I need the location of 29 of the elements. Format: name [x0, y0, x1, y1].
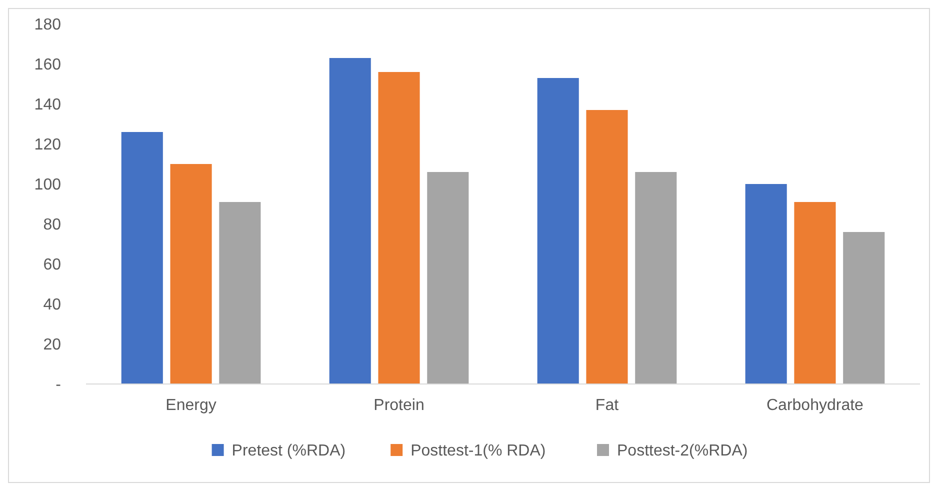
bar: [378, 72, 420, 384]
x-tick-label: Carbohydrate: [766, 397, 864, 414]
legend-label: Posttest-2(%RDA): [617, 442, 748, 460]
x-tick-label: Protein: [374, 397, 424, 414]
bar: [219, 202, 261, 384]
y-tick-label: 160: [34, 56, 62, 74]
y-tick-label: 60: [43, 256, 62, 274]
bar: [745, 184, 787, 384]
y-tick-label: 140: [34, 96, 62, 114]
legend-label: Posttest-1(% RDA): [410, 442, 546, 460]
x-tick-label: Fat: [595, 397, 620, 414]
bar: [121, 132, 163, 384]
y-tick-label: 120: [34, 136, 62, 154]
bar: [843, 232, 885, 384]
bar: [329, 58, 371, 384]
bar: [537, 78, 579, 384]
y-tick-label: 80: [43, 216, 62, 234]
bar: [586, 110, 628, 384]
y-tick-label: 100: [34, 176, 62, 194]
y-tick-label: 40: [43, 296, 62, 314]
bar: [427, 172, 469, 384]
y-tick-label: 180: [34, 16, 62, 34]
legend-label: Pretest (%RDA): [232, 442, 346, 460]
y-tick-label: 20: [43, 336, 62, 354]
y-tick-label: -: [56, 376, 61, 394]
bar: [794, 202, 836, 384]
x-tick-label: Energy: [166, 397, 216, 414]
bar: [635, 172, 677, 384]
bar: [170, 164, 212, 384]
